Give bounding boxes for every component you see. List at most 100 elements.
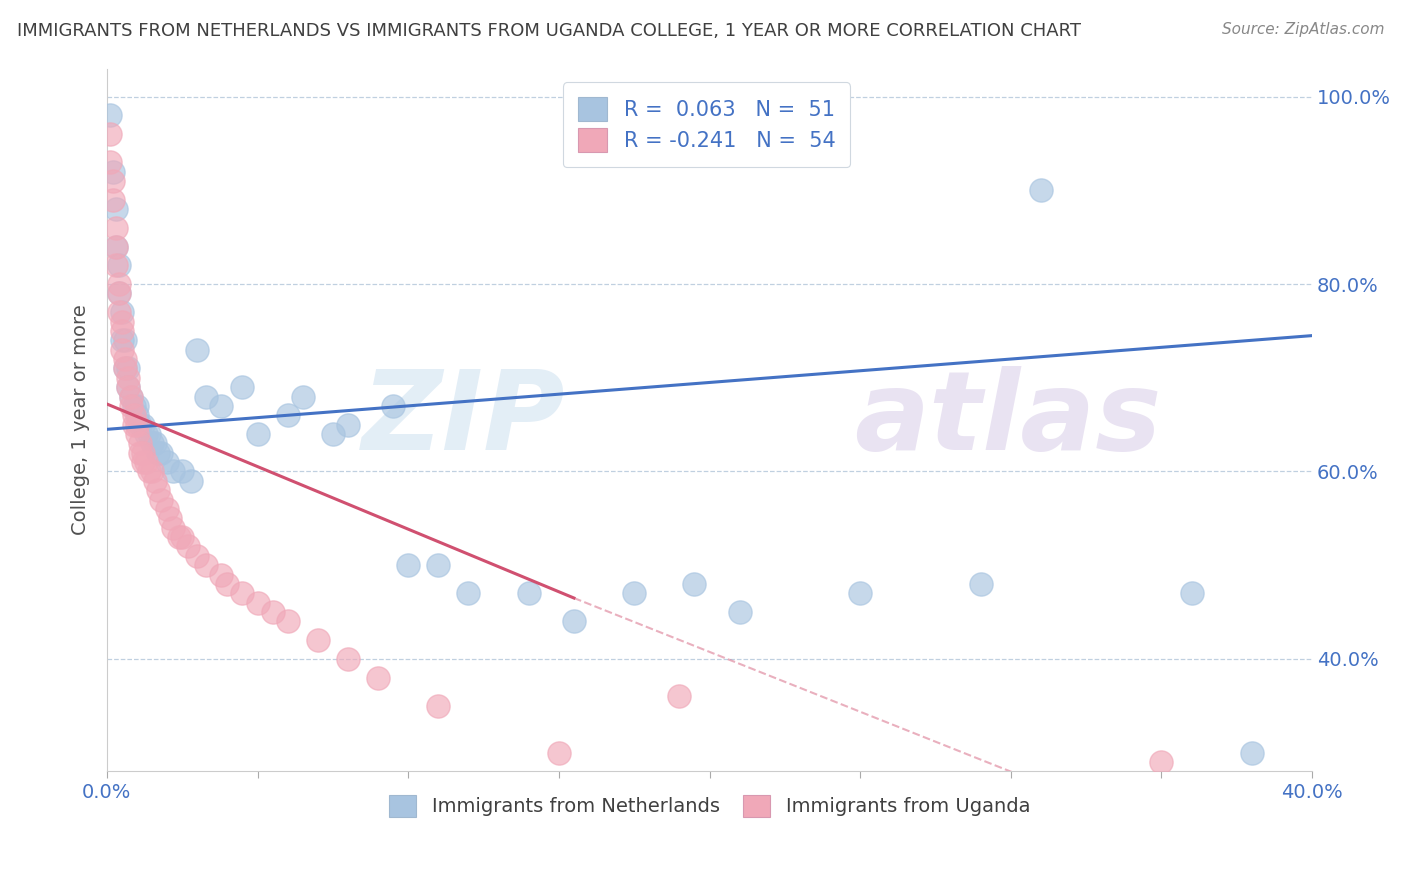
Point: [307, 633, 329, 648]
Point: [117, 380, 139, 394]
Point: [143, 436, 166, 450]
Point: [122, 417, 145, 432]
Point: [104, 239, 127, 253]
Point: [104, 258, 127, 272]
Point: [427, 698, 450, 713]
Point: [114, 361, 136, 376]
Point: [156, 455, 179, 469]
Point: [195, 390, 218, 404]
Text: ZIP: ZIP: [361, 367, 565, 474]
Point: [246, 427, 269, 442]
Point: [111, 333, 134, 347]
Point: [101, 174, 124, 188]
Point: [98, 155, 121, 169]
Point: [1150, 755, 1173, 769]
Point: [108, 286, 131, 301]
Point: [138, 465, 160, 479]
Point: [209, 399, 232, 413]
Legend: Immigrants from Netherlands, Immigrants from Uganda: Immigrants from Netherlands, Immigrants …: [381, 787, 1038, 825]
Point: [277, 615, 299, 629]
Text: Source: ZipAtlas.com: Source: ZipAtlas.com: [1222, 22, 1385, 37]
Point: [129, 446, 152, 460]
Point: [427, 558, 450, 573]
Point: [138, 427, 160, 442]
Point: [114, 361, 136, 376]
Point: [98, 127, 121, 141]
Point: [132, 455, 155, 469]
Point: [162, 521, 184, 535]
Point: [262, 605, 284, 619]
Point: [336, 417, 359, 432]
Point: [125, 427, 148, 442]
Point: [683, 577, 706, 591]
Point: [970, 577, 993, 591]
Point: [277, 409, 299, 423]
Point: [111, 314, 134, 328]
Point: [117, 380, 139, 394]
Point: [172, 465, 194, 479]
Point: [111, 324, 134, 338]
Point: [186, 549, 208, 563]
Point: [111, 343, 134, 357]
Point: [104, 239, 127, 253]
Point: [108, 305, 131, 319]
Point: [336, 652, 359, 666]
Point: [114, 352, 136, 367]
Point: [111, 305, 134, 319]
Point: [141, 436, 163, 450]
Point: [382, 399, 405, 413]
Point: [108, 277, 131, 291]
Point: [104, 220, 127, 235]
Point: [246, 596, 269, 610]
Point: [562, 615, 585, 629]
Point: [1181, 586, 1204, 600]
Point: [98, 108, 121, 122]
Point: [125, 409, 148, 423]
Point: [1029, 183, 1052, 197]
Point: [162, 465, 184, 479]
Point: [143, 474, 166, 488]
Point: [108, 258, 131, 272]
Point: [322, 427, 344, 442]
Point: [146, 483, 169, 498]
Text: atlas: atlas: [855, 367, 1161, 474]
Point: [177, 540, 200, 554]
Point: [150, 446, 173, 460]
Y-axis label: College, 1 year or more: College, 1 year or more: [72, 304, 90, 535]
Point: [108, 286, 131, 301]
Point: [120, 399, 142, 413]
Point: [114, 333, 136, 347]
Point: [117, 371, 139, 385]
Point: [186, 343, 208, 357]
Point: [101, 164, 124, 178]
Point: [156, 502, 179, 516]
Point: [120, 390, 142, 404]
Point: [209, 567, 232, 582]
Point: [125, 417, 148, 432]
Point: [195, 558, 218, 573]
Point: [728, 605, 751, 619]
Point: [122, 399, 145, 413]
Point: [132, 417, 155, 432]
Point: [668, 690, 690, 704]
Point: [125, 399, 148, 413]
Point: [231, 586, 253, 600]
Point: [231, 380, 253, 394]
Point: [1240, 746, 1263, 760]
Point: [122, 409, 145, 423]
Point: [146, 446, 169, 460]
Point: [104, 202, 127, 216]
Point: [101, 193, 124, 207]
Point: [457, 586, 479, 600]
Point: [159, 511, 181, 525]
Point: [217, 577, 239, 591]
Point: [132, 446, 155, 460]
Point: [180, 474, 202, 488]
Point: [623, 586, 645, 600]
Point: [167, 530, 190, 544]
Point: [129, 436, 152, 450]
Point: [517, 586, 540, 600]
Point: [849, 586, 872, 600]
Text: IMMIGRANTS FROM NETHERLANDS VS IMMIGRANTS FROM UGANDA COLLEGE, 1 YEAR OR MORE CO: IMMIGRANTS FROM NETHERLANDS VS IMMIGRANT…: [17, 22, 1081, 40]
Point: [291, 390, 314, 404]
